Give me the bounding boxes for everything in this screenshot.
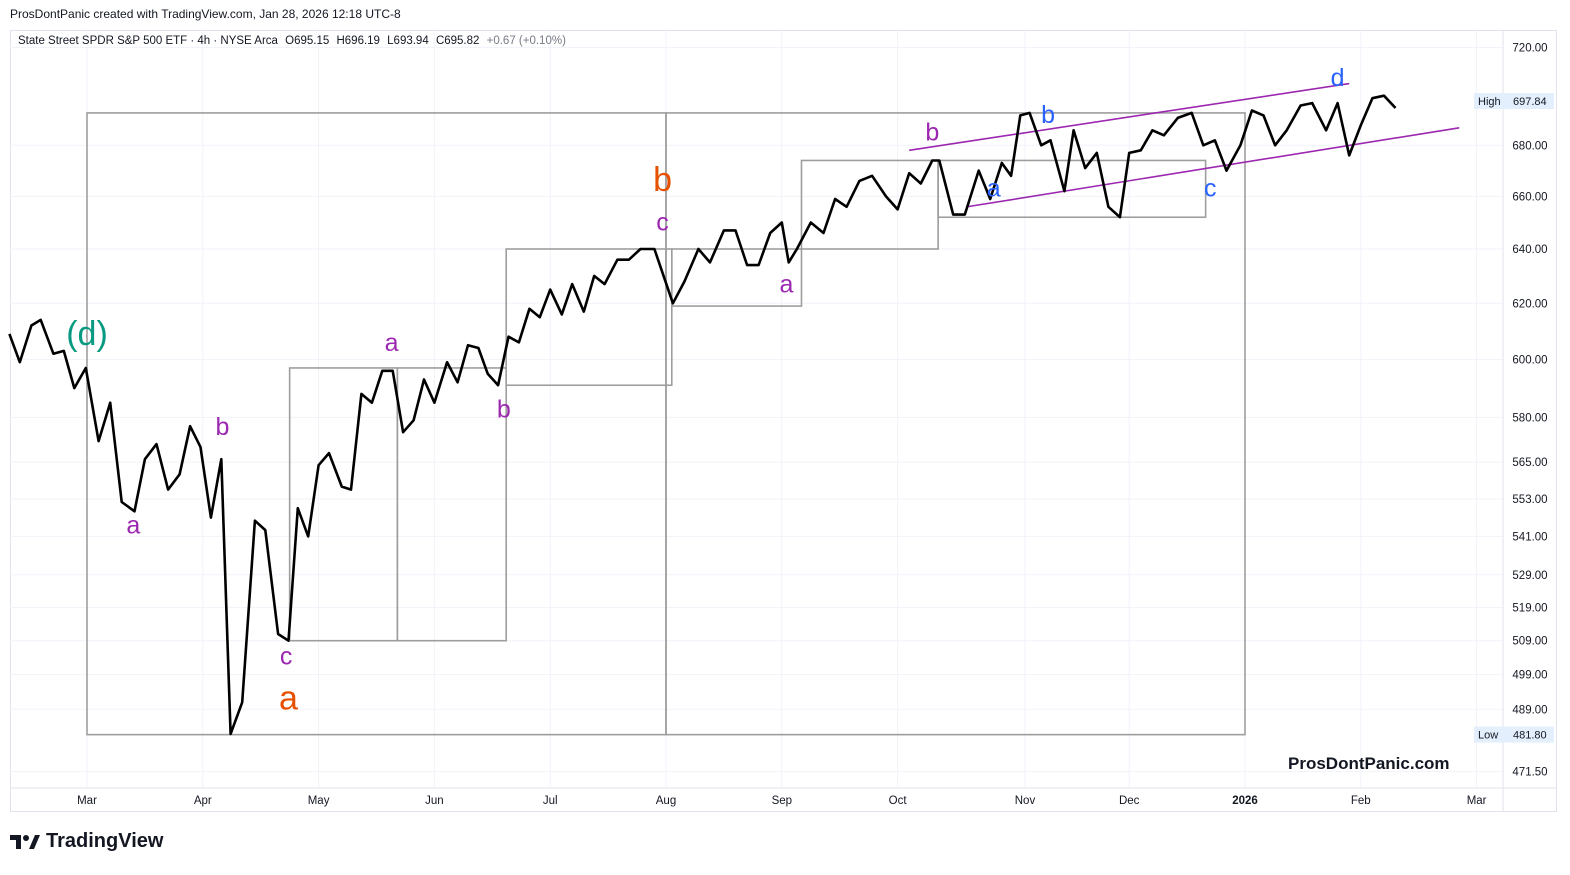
wave-label: b — [497, 395, 511, 423]
x-tick-label: Mar — [1467, 795, 1487, 807]
y-tick-label: 600.00 — [1512, 354, 1547, 366]
y-tick-label: 553.00 — [1512, 494, 1547, 506]
y-tick-label: 471.50 — [1512, 767, 1547, 779]
wave-box — [665, 112, 1246, 736]
watermark: ProsDontPanic.com — [1288, 754, 1450, 773]
x-tick-label: 2026 — [1232, 795, 1258, 807]
wave-label: b — [1041, 101, 1055, 129]
legend-high: H696.19 — [336, 35, 380, 47]
x-tick-label: Oct — [889, 795, 908, 807]
y-tick-label: 519.00 — [1512, 602, 1547, 614]
wave-box — [670, 248, 803, 307]
wave-label: c — [656, 208, 669, 236]
wave-label: c — [280, 642, 293, 670]
y-tick-label: 580.00 — [1512, 412, 1547, 424]
axis-layer: Mar Apr May Jun Jul Aug Sep Oct Nov Dec 2026 Feb Mar… — [10, 31, 1557, 812]
y-tick-label: 509.00 — [1512, 636, 1547, 648]
wave-boxes — [86, 112, 1246, 736]
x-tick-label: Apr — [194, 795, 212, 807]
y-tick-label: 499.00 — [1512, 670, 1547, 682]
wave-box — [800, 159, 939, 250]
x-tick-label: Feb — [1351, 795, 1371, 807]
price-marker-bg — [1474, 726, 1554, 743]
grid-layer — [10, 31, 1503, 788]
x-tick-label: Nov — [1015, 795, 1036, 807]
wave-label: d — [1331, 64, 1345, 92]
y-tick-label: 720.00 — [1512, 43, 1547, 55]
x-tick-label: Jul — [543, 795, 558, 807]
price-marker-label: High — [1478, 96, 1501, 108]
chart-credit: ProsDontPanic created with TradingView.c… — [10, 7, 401, 21]
chart-frame — [10, 30, 1557, 812]
price-line — [8, 94, 1397, 736]
wave-label: a — [279, 679, 298, 717]
tradingview-logo-icon — [10, 834, 40, 849]
wave-box — [288, 367, 399, 642]
symbol-name: State Street SPDR S&P 500 ETF · 4h · NYS… — [18, 35, 278, 47]
price-marker-value: 697.84 — [1513, 96, 1547, 108]
wave-box — [937, 159, 1207, 219]
wave-label: b — [925, 118, 939, 146]
legend-change: +0.67 (+0.10%) — [486, 35, 566, 47]
wave-box — [396, 367, 507, 642]
wave-label: b — [216, 413, 230, 441]
y-tick-label: 620.00 — [1512, 298, 1547, 310]
wave-label: a — [126, 511, 140, 539]
legend-low: L693.94 — [387, 35, 429, 47]
wave-label: (d) — [66, 315, 108, 353]
channel-trendline — [966, 127, 1460, 208]
y-tick-label: 489.00 — [1512, 704, 1547, 716]
x-tick-label: Mar — [77, 795, 97, 807]
price-marker-value: 481.80 — [1513, 730, 1547, 742]
footer-brand-text: TradingView — [46, 830, 164, 852]
y-tick-label: 565.00 — [1512, 457, 1547, 469]
legend-open: O695.15 — [285, 35, 330, 47]
legend-close: C695.82 — [435, 35, 480, 47]
y-tick-label: 660.00 — [1512, 191, 1547, 203]
wave-label: a — [385, 329, 399, 357]
y-tick-label: 529.00 — [1512, 570, 1547, 582]
price-line-layer — [8, 94, 1397, 736]
wave-label: c — [1204, 174, 1217, 202]
price-marker-bg — [1474, 93, 1554, 110]
x-tick-label: Sep — [772, 795, 792, 807]
y-tick-label: 541.00 — [1512, 531, 1547, 543]
wave-label: a — [987, 174, 1001, 202]
x-tick-label: Aug — [656, 795, 676, 807]
price-marker-label: Low — [1478, 730, 1498, 742]
channel-trendline — [909, 82, 1350, 152]
wave-label: b — [653, 161, 672, 199]
x-tick-label: Dec — [1119, 795, 1140, 807]
wave-label: a — [779, 270, 793, 298]
y-tick-label: 640.00 — [1512, 244, 1547, 256]
footer-brand[interactable]: TradingView — [10, 830, 163, 853]
wave-box — [505, 248, 673, 387]
symbol-legend: State Street SPDR S&P 500 ETF · 4h · NYS… — [18, 35, 570, 47]
x-tick-label: Jun — [425, 795, 444, 807]
trend-channel — [909, 82, 1460, 208]
x-tick-label: May — [308, 795, 330, 807]
y-tick-label: 680.00 — [1512, 140, 1547, 152]
